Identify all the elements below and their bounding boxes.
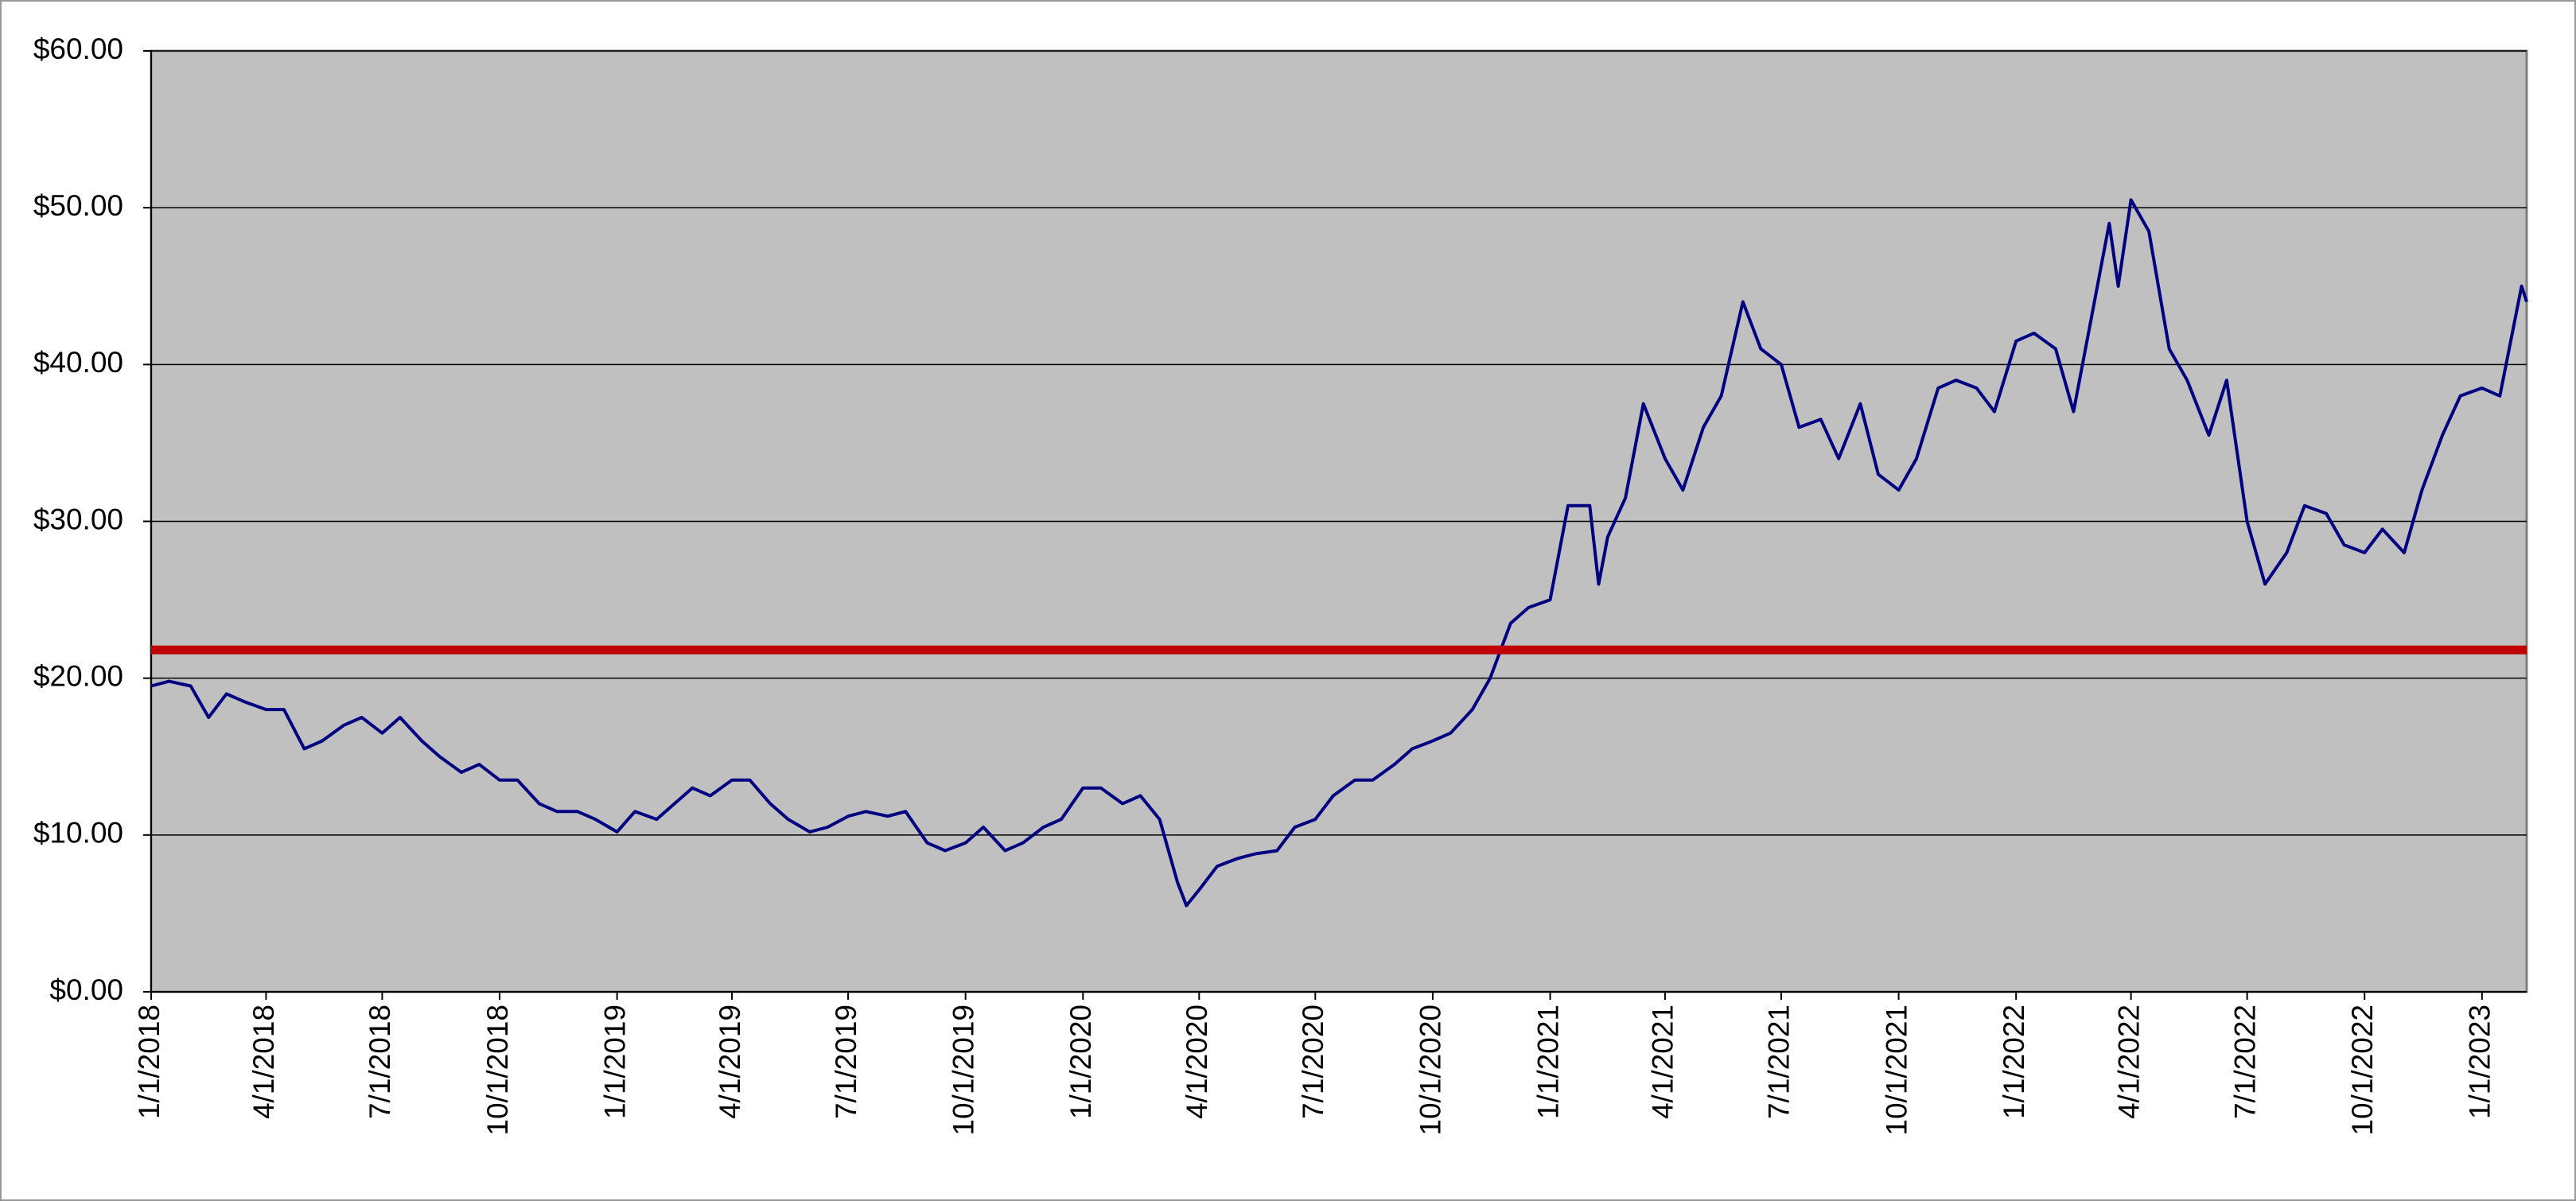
x-tick-label: 7/1/2022 [2228,1005,2261,1119]
x-tick-label: 7/1/2021 [1763,1005,1796,1119]
x-tick-label: 1/1/2019 [598,1005,631,1119]
x-tick-label: 4/1/2019 [714,1005,746,1119]
x-tick-label: 10/1/2020 [1414,1005,1447,1136]
x-tick-label: 10/1/2018 [481,1005,514,1136]
x-tick-label: 4/1/2021 [1647,1005,1679,1119]
x-tick-label: 10/1/2019 [947,1005,979,1136]
x-tick-label: 1/1/2018 [133,1005,165,1119]
x-tick-label: 4/1/2018 [247,1005,280,1119]
y-tick-label: $40.00 [33,346,123,379]
x-tick-label: 7/1/2019 [830,1005,862,1119]
x-tick-label: 1/1/2020 [1064,1005,1097,1119]
x-tick-label: 1/1/2023 [2464,1005,2496,1119]
x-tick-label: 10/1/2021 [1880,1005,1913,1136]
x-tick-label: 10/1/2022 [2346,1005,2379,1136]
x-tick-label: 1/1/2022 [1998,1005,2030,1119]
y-tick-label: $30.00 [33,503,123,535]
x-tick-label: 4/1/2022 [2112,1005,2145,1119]
y-tick-label: $50.00 [33,189,123,222]
y-tick-label: $60.00 [33,33,123,65]
x-tick-label: 7/1/2018 [364,1005,396,1119]
y-tick-label: $20.00 [33,659,123,692]
x-tick-label: 1/1/2021 [1531,1005,1564,1119]
x-tick-label: 7/1/2020 [1297,1005,1329,1119]
y-tick-label: $10.00 [33,817,123,849]
y-tick-label: $0.00 [49,974,123,1006]
x-tick-label: 4/1/2020 [1181,1005,1213,1119]
price-line [150,198,2528,908]
